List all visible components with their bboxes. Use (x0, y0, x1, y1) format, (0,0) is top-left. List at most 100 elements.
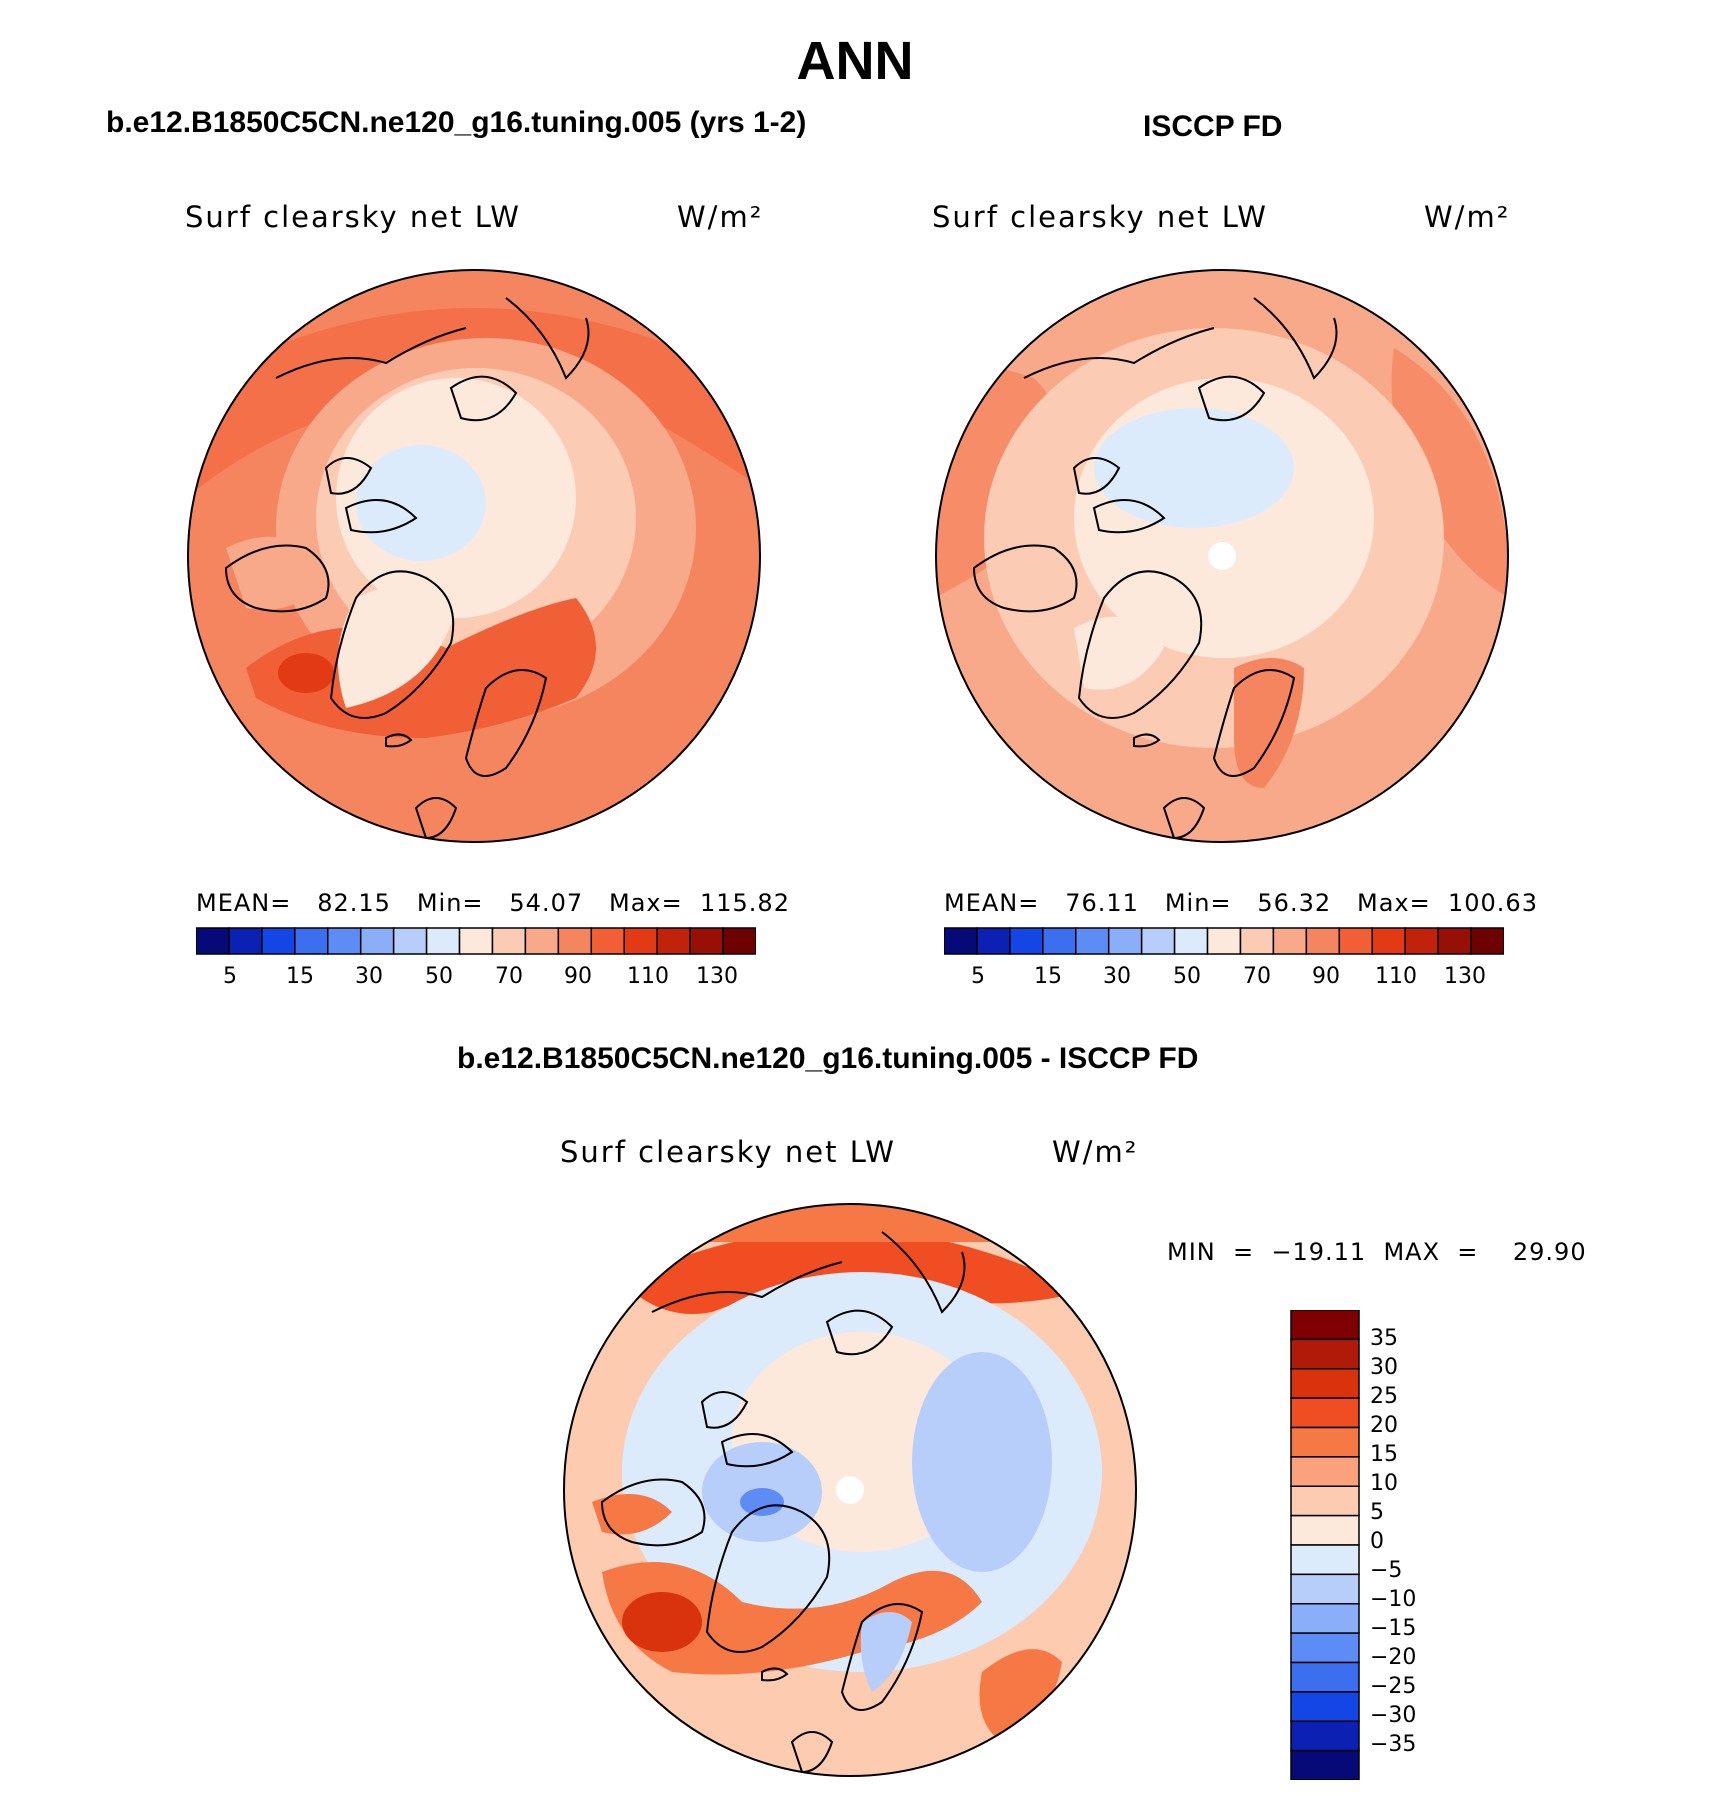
figure-title: ANN (796, 31, 914, 91)
colorbar-swatch (1470, 927, 1504, 955)
diff-stats: MIN = −19.11 MAX = 29.90 (1167, 1238, 1587, 1266)
colorbar-swatch (1290, 1544, 1360, 1576)
diff-units-label: W/m² (1052, 1135, 1139, 1169)
colorbar-swatch (1290, 1514, 1360, 1546)
diff-colorbar-labels: 35 30 25 20 15 10 5 0 −5 −10 −15 −20 −25… (1370, 1310, 1470, 1790)
cb1-tick-label: 110 (627, 964, 669, 989)
cb1-tick-label: 130 (696, 964, 738, 989)
cb2-tick-label: 70 (1243, 964, 1271, 989)
colorbar-swatch (590, 927, 625, 955)
colorbar-swatch (1290, 1368, 1360, 1399)
colorbar-swatch (1290, 1338, 1360, 1370)
cb2-tick-label: 5 (971, 964, 985, 989)
model-stats: MEAN= 82.15 Min= 54.07 Max= 115.82 (196, 889, 790, 917)
cb3-tick-label: 30 (1370, 1355, 1398, 1380)
cb3-tick-label: 25 (1370, 1384, 1398, 1409)
cb1-tick-label: 50 (425, 964, 453, 989)
cb3-tick-label: 35 (1370, 1326, 1398, 1351)
colorbar-swatch (524, 927, 560, 955)
colorbar-swatch (1272, 927, 1308, 955)
colorbar-swatch (458, 927, 494, 955)
colorbar-swatch (1140, 927, 1176, 955)
colorbar-swatch (623, 927, 658, 955)
colorbar-swatch (1290, 1720, 1360, 1752)
colorbar-swatch (1290, 1661, 1360, 1693)
colorbar-swatch (1290, 1691, 1360, 1722)
colorbar-swatch (1290, 1485, 1360, 1517)
diff-variable-label: Surf clearsky net LW (560, 1135, 896, 1169)
cb3-tick-label: −25 (1370, 1674, 1417, 1699)
colorbar-swatch (392, 927, 428, 955)
colorbar-swatch (1290, 1573, 1360, 1605)
colorbar-swatch (1009, 927, 1044, 955)
cb3-tick-label: 20 (1370, 1413, 1398, 1438)
colorbar-swatch (1290, 1749, 1360, 1780)
colorbar-swatch (294, 927, 329, 955)
cb3-tick-label: 5 (1370, 1500, 1384, 1525)
colorbar-swatch (1173, 927, 1209, 955)
cb1-tick-label: 15 (286, 964, 314, 989)
colorbar-swatch (1042, 927, 1077, 955)
colorbar-swatch (1290, 1426, 1360, 1458)
colorbar-swatch (1290, 1603, 1360, 1634)
colorbar-swatch (1404, 927, 1439, 955)
colorbar-swatch (425, 927, 461, 955)
colorbar-swatch (1107, 927, 1143, 955)
diff-colorbar (1290, 1310, 1360, 1780)
colorbar-swatch (196, 927, 230, 955)
cb3-tick-label: −20 (1370, 1645, 1417, 1670)
model-units-label: W/m² (677, 200, 764, 234)
colorbar-swatch (327, 927, 362, 955)
colorbar-swatch (491, 927, 527, 955)
colorbar-swatch (261, 927, 296, 955)
colorbar-swatch (1437, 927, 1472, 955)
colorbar-swatch (1075, 927, 1110, 955)
colorbar-swatch (656, 927, 691, 955)
cb2-tick-label: 130 (1444, 964, 1486, 989)
diff-panel-title: b.e12.B1850C5CN.ne120_g16.tuning.005 - I… (457, 1042, 1199, 1075)
obs-colorbar-labels: 5 15 30 50 70 90 110 130 (944, 964, 1504, 994)
cb3-tick-label: 10 (1370, 1471, 1398, 1496)
colorbar-swatch (557, 927, 593, 955)
diff-polar-map (562, 1202, 1138, 1778)
colorbar-swatch (1338, 927, 1373, 955)
model-variable-label: Surf clearsky net LW (185, 200, 521, 234)
cb1-tick-label: 5 (223, 964, 237, 989)
model-colorbar (196, 927, 756, 955)
colorbar-swatch (1239, 927, 1275, 955)
obs-stats: MEAN= 76.11 Min= 56.32 Max= 100.63 (944, 889, 1538, 917)
colorbar-swatch (1206, 927, 1242, 955)
colorbar-swatch (1290, 1310, 1360, 1341)
colorbar-swatch (944, 927, 978, 955)
colorbar-swatch (976, 927, 1011, 955)
colorbar-swatch (1290, 1397, 1360, 1429)
obs-polar-map (934, 268, 1510, 844)
colorbar-swatch (1371, 927, 1406, 955)
cb1-tick-label: 70 (495, 964, 523, 989)
colorbar-swatch (1290, 1456, 1360, 1487)
cb3-tick-label: 0 (1370, 1529, 1384, 1554)
cb2-tick-label: 110 (1375, 964, 1417, 989)
cb2-tick-label: 15 (1034, 964, 1062, 989)
model-panel-title: b.e12.B1850C5CN.ne120_g16.tuning.005 (yr… (106, 106, 807, 139)
colorbar-swatch (1290, 1632, 1360, 1664)
cb2-tick-label: 90 (1312, 964, 1340, 989)
colorbar-swatch (689, 927, 724, 955)
obs-variable-label: Surf clearsky net LW (932, 200, 1268, 234)
cb3-tick-label: −5 (1370, 1558, 1403, 1583)
cb1-tick-label: 90 (564, 964, 592, 989)
colorbar-swatch (722, 927, 756, 955)
cb2-tick-label: 50 (1173, 964, 1201, 989)
cb2-tick-label: 30 (1103, 964, 1131, 989)
model-polar-map (186, 268, 762, 844)
cb3-tick-label: −35 (1370, 1732, 1417, 1757)
cb1-tick-label: 30 (355, 964, 383, 989)
colorbar-swatch (359, 927, 395, 955)
colorbar-swatch (1305, 927, 1341, 955)
cb3-tick-label: −30 (1370, 1703, 1417, 1728)
obs-colorbar (944, 927, 1504, 955)
model-colorbar-labels: 5 15 30 50 70 90 110 130 (196, 964, 756, 994)
obs-panel-title: ISCCP FD (1143, 110, 1283, 143)
cb3-tick-label: 15 (1370, 1442, 1398, 1467)
obs-units-label: W/m² (1424, 200, 1511, 234)
